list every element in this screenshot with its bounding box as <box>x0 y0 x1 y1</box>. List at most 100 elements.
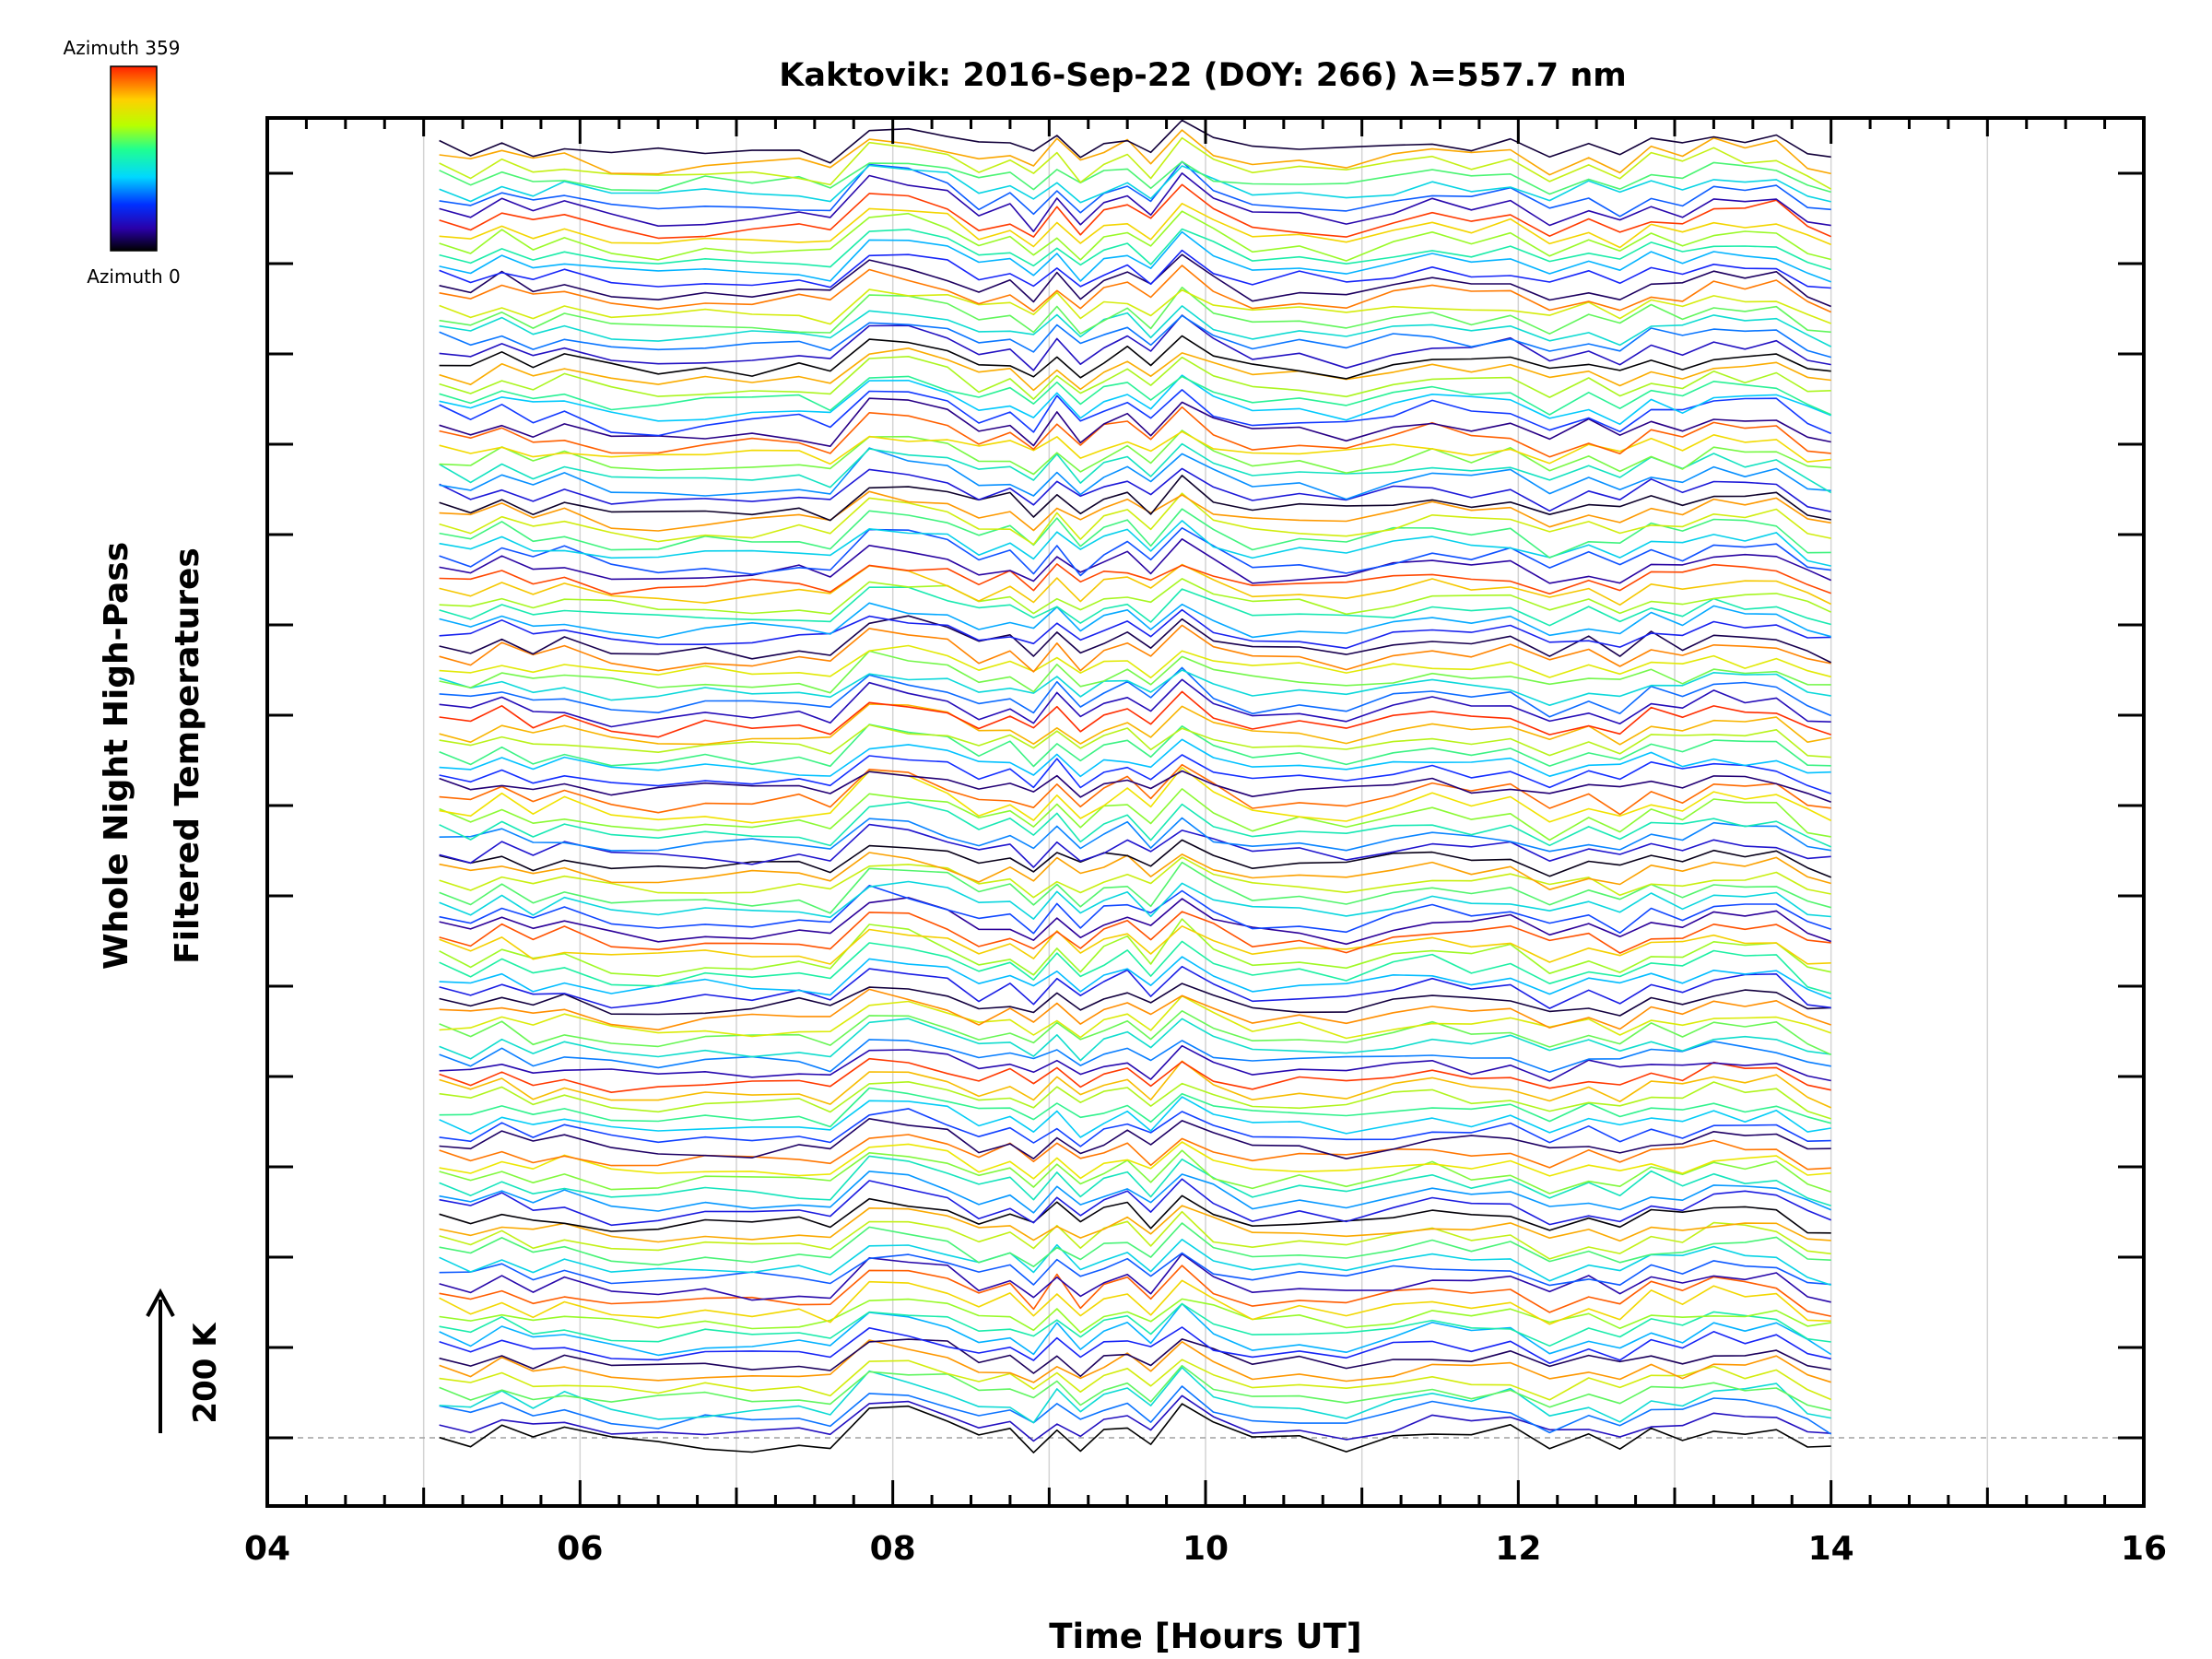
trace-azimuth-222 <box>439 429 1831 476</box>
trace-azimuth-110 <box>439 1039 1831 1073</box>
trace-azimuth-63 <box>439 467 1831 512</box>
trace-azimuth-37 <box>439 897 1831 946</box>
trace-azimuth-41 <box>439 538 1832 584</box>
x-tick-label: 10 <box>1182 1530 1229 1568</box>
trace-azimuth-200 <box>439 508 1831 559</box>
chart-title: Kaktovik: 2016-Sep-22 (DOY: 266) λ=557.7… <box>779 57 1626 94</box>
trace-azimuth-229 <box>439 788 1831 841</box>
trace-azimuth-138 <box>439 374 1831 426</box>
temperature-traces <box>439 119 1832 1453</box>
trace-azimuth-330 <box>439 265 1832 313</box>
trace-azimuth-234 <box>439 1298 1831 1334</box>
x-tick-label: 06 <box>557 1530 603 1568</box>
trace-azimuth-339 <box>439 406 1831 458</box>
trace-azimuth-353 <box>439 1057 1831 1093</box>
trace-azimuth-125 <box>439 602 1831 639</box>
colorbar-top-label: Azimuth 359 <box>64 37 181 59</box>
trace-azimuth-238 <box>439 918 1831 977</box>
trace-azimuth-344 <box>439 911 1831 954</box>
trace-azimuth-81 <box>439 754 1831 794</box>
trace-azimuth-85 <box>439 389 1832 437</box>
trace-azimuth-129 <box>439 230 1831 283</box>
trace-azimuth-335 <box>439 763 1831 816</box>
trace-azimuth-68 <box>439 965 1831 1009</box>
trace-azimuth-45 <box>439 172 1831 232</box>
trace-azimuth-76 <box>439 249 1831 289</box>
trace-azimuth-178 <box>439 586 1831 627</box>
trace-azimuth-213 <box>439 287 1831 335</box>
trace-azimuth-317 <box>439 490 1831 532</box>
trace-azimuth-32 <box>439 397 1831 447</box>
trace-azimuth-244 <box>439 356 1831 400</box>
trace-azimuth-310 <box>439 129 1831 176</box>
trace-azimuth-313 <box>439 852 1831 890</box>
trace-azimuth-59 <box>439 823 1831 868</box>
trace-azimuth-90 <box>439 885 1831 935</box>
trace-azimuth-103 <box>439 666 1832 718</box>
trace-azimuth-141 <box>439 1096 1831 1138</box>
trace-azimuth-98 <box>439 160 1831 218</box>
trace-azimuth-54 <box>439 314 1831 371</box>
trace-azimuth-97 <box>439 1252 1831 1287</box>
trace-azimuth-322 <box>439 988 1831 1031</box>
trace-azimuth-176 <box>439 801 1832 848</box>
trace-azimuth-185 <box>439 940 1831 994</box>
trace-azimuth-326 <box>439 624 1831 673</box>
trace-azimuth-119 <box>439 1171 1832 1214</box>
trace-azimuth-264 <box>439 492 1831 546</box>
x-tick-label: 16 <box>2121 1530 2167 1568</box>
trace-azimuth-151 <box>439 164 1831 204</box>
trace-azimuth-278 <box>439 1141 1831 1180</box>
trace-azimuth-154 <box>439 880 1831 920</box>
trace-azimuth-182 <box>439 228 1831 271</box>
trace-azimuth-216 <box>439 1010 1832 1056</box>
trace-azimuth-128 <box>439 1302 1832 1357</box>
trace-azimuth-6 <box>439 839 1831 878</box>
trace-azimuth-72 <box>439 608 1831 650</box>
trace-azimuth-10 <box>439 475 1831 522</box>
trace-azimuth-116 <box>439 447 1831 500</box>
trace-azimuth-198 <box>439 724 1831 768</box>
trace-azimuth-107 <box>439 314 1831 359</box>
trace-azimuth-191 <box>439 375 1832 416</box>
trace-azimuth-257 <box>439 136 1832 190</box>
trace-azimuth-204 <box>439 160 1831 195</box>
trace-azimuth-0 <box>439 1403 1831 1453</box>
trace-azimuth-2 <box>439 1194 1831 1234</box>
trace-azimuth-207 <box>439 861 1831 914</box>
trace-azimuth-172 <box>439 1155 1831 1207</box>
trace-azimuth-194 <box>439 1087 1831 1128</box>
x-axis-label: Time [Hours UT] <box>1049 1617 1361 1656</box>
trace-azimuth-14 <box>439 119 1831 164</box>
x-tick-label: 04 <box>244 1530 290 1568</box>
trace-azimuth-203 <box>439 1222 1831 1267</box>
trace-azimuth-50 <box>439 678 1831 728</box>
trace-azimuth-247 <box>439 1081 1831 1120</box>
trace-azimuth-260 <box>439 856 1831 899</box>
trace-azimuth-269 <box>439 994 1831 1040</box>
trace-azimuth-331 <box>439 1134 1831 1171</box>
trace-azimuth-357 <box>439 690 1831 738</box>
trace-azimuth-134 <box>439 738 1831 778</box>
trace-azimuth-88 <box>439 1108 1831 1147</box>
trace-azimuth-159 <box>439 1367 1831 1424</box>
trace-azimuth-300 <box>439 1060 1832 1109</box>
trace-azimuth-181 <box>439 1302 1831 1347</box>
trace-azimuth-66 <box>439 1178 1831 1227</box>
trace-azimuth-265 <box>439 1359 1832 1401</box>
trace-azimuth-75 <box>439 1326 1831 1364</box>
y-axis-label-line2: Filtered Temperatures <box>169 547 206 964</box>
trace-azimuth-53 <box>439 1394 1831 1442</box>
trace-azimuth-287 <box>439 1279 1831 1325</box>
scale-arrow-head <box>146 1288 175 1317</box>
trace-azimuth-286 <box>439 430 1831 465</box>
trace-azimuth-163 <box>439 1018 1831 1062</box>
trace-azimuth-23 <box>439 253 1832 308</box>
trace-azimuth-106 <box>439 1385 1832 1435</box>
trace-azimuth-19 <box>439 615 1832 664</box>
y-axis-label-line1: Whole Night High-Pass <box>98 542 135 970</box>
trace-azimuth-352 <box>439 183 1832 240</box>
x-tick-label: 12 <box>1495 1530 1541 1568</box>
trace-azimuth-266 <box>439 288 1831 325</box>
trace-azimuth-156 <box>439 669 1831 706</box>
